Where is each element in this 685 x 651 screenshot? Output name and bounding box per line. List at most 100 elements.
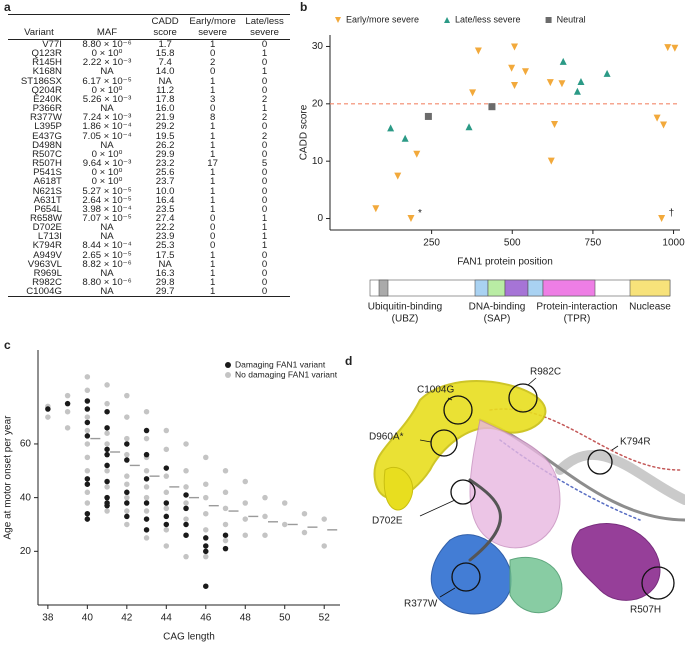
table-cell: 22.2 [155, 222, 175, 234]
point [203, 543, 209, 549]
table-cell: Q204R [31, 84, 62, 96]
variant-circles [430, 383, 675, 600]
point [183, 505, 189, 512]
point [281, 500, 288, 506]
point [183, 484, 189, 490]
point [84, 387, 91, 394]
point [222, 489, 229, 496]
table-cell: 8.44 × 10⁻⁴ [82, 240, 132, 252]
point [222, 532, 229, 538]
table-cell: 5.27 × 10⁻⁵ [82, 185, 132, 197]
point [577, 77, 585, 85]
point [301, 510, 308, 517]
table-cell: 1 [209, 75, 216, 87]
table-cell: 1 [261, 222, 268, 234]
table-cell: 7.24 × 10⁻³ [82, 112, 132, 124]
y-tick-label: 20 [312, 98, 324, 109]
point [124, 508, 130, 514]
table-cell: NA [100, 139, 114, 151]
point [104, 382, 110, 388]
table-cell: 16.4 [155, 194, 175, 206]
point [203, 535, 209, 541]
table-cell: 1 [261, 66, 268, 78]
point [163, 446, 170, 453]
point [124, 500, 130, 506]
table-cell: R658W [29, 212, 62, 224]
legend-swatch [444, 17, 451, 23]
table-cell: R507H [32, 158, 62, 170]
variant-table: Variant MAF CADD score Early/more severe Lat… [8, 14, 290, 298]
table-cell: 0 × 10⁰ [91, 176, 123, 188]
table-cell: 17.5 [155, 249, 175, 261]
table-cell: 1 [261, 240, 268, 252]
point [143, 468, 150, 474]
x-tick-label: 44 [161, 613, 173, 624]
table-cell: 8.80 × 10⁻⁶ [82, 39, 132, 50]
table-cell: 0 [261, 167, 268, 179]
x-tick-label: 40 [82, 613, 94, 624]
point [143, 494, 150, 501]
point [84, 516, 91, 522]
table-cell: 0 × 10⁰ [91, 148, 123, 160]
table-cell: 0 [209, 48, 216, 60]
point [84, 414, 91, 420]
point [183, 492, 189, 498]
table-cell: 9.64 × 10⁻³ [82, 158, 132, 170]
legend-label: Damaging FAN1 variant [235, 359, 326, 369]
table-cell: 1 [209, 39, 216, 50]
column-header: Early/more severe [186, 14, 240, 40]
point [84, 476, 91, 482]
table-cell: 1 [261, 231, 268, 243]
point [222, 468, 229, 474]
table-cell: 0 [261, 176, 268, 188]
point [546, 79, 554, 87]
variant-label: C1004G [417, 385, 454, 396]
x-tick-label: 250 [423, 238, 440, 249]
x-tick-label: 42 [121, 613, 133, 624]
table-cell: 1 [261, 212, 268, 224]
point [84, 433, 91, 439]
table-cell: 11.2 [156, 84, 175, 96]
table-cell: 7.05 × 10⁻⁴ [82, 130, 132, 142]
point [573, 87, 581, 95]
table-cell: 1 [209, 130, 216, 142]
point [488, 103, 496, 111]
point [551, 120, 559, 128]
point [143, 435, 150, 442]
legend-swatch [225, 362, 231, 368]
table-cell: 2 [261, 130, 268, 142]
panel-label: c [4, 338, 11, 352]
point [84, 510, 91, 517]
point [203, 553, 209, 560]
table-cell: E437G [32, 130, 62, 142]
table-cell: 2.64 × 10⁻⁵ [82, 194, 132, 206]
point [84, 398, 91, 404]
table-row: V963VL 8.82 × 10⁻⁶ NA 1 0 [8, 259, 290, 269]
table-cell: 1 [209, 148, 216, 160]
point [321, 543, 327, 549]
point [143, 527, 150, 533]
table-cell: 1 [261, 48, 268, 60]
point [163, 427, 170, 434]
column-header: Late/less severe [239, 14, 290, 40]
table-cell: 0 [261, 75, 268, 87]
table-row: N621S 5.27 × 10⁻⁵ 10.0 1 0 [8, 185, 290, 197]
table-row: ST186SX 6.17 × 10⁻⁵ NA 1 0 [8, 75, 290, 87]
point [163, 500, 170, 506]
point [203, 527, 209, 533]
point [401, 134, 409, 142]
point [124, 414, 130, 420]
table-cell: 0 × 10⁰ [91, 48, 123, 60]
point [163, 505, 170, 512]
point [222, 505, 229, 512]
table-cell: 1 [209, 167, 216, 179]
point [222, 521, 229, 528]
point [508, 64, 516, 72]
point [163, 489, 170, 496]
point [104, 400, 110, 407]
table-cell: 1 [209, 267, 216, 279]
point [469, 89, 477, 97]
point [372, 205, 380, 213]
domain-label: Nuclease [629, 302, 671, 313]
